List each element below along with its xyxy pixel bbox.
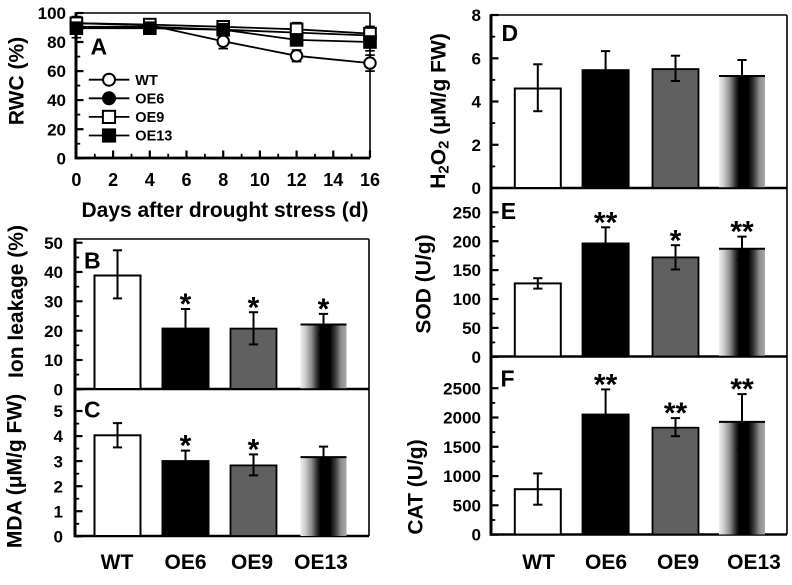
svg-text:OE9: OE9 bbox=[231, 551, 273, 574]
svg-text:2: 2 bbox=[108, 170, 118, 190]
svg-text:0: 0 bbox=[71, 170, 81, 190]
svg-text:MDA (μM/g FW): MDA (μM/g FW) bbox=[4, 394, 27, 548]
svg-text:1: 1 bbox=[54, 502, 63, 521]
svg-text:H2O2 (μM/g FW): H2O2 (μM/g FW) bbox=[427, 33, 452, 189]
svg-text:10: 10 bbox=[44, 351, 63, 370]
svg-text:16: 16 bbox=[360, 170, 380, 190]
svg-text:4: 4 bbox=[145, 170, 155, 190]
svg-text:1500: 1500 bbox=[443, 438, 481, 457]
svg-text:*: * bbox=[248, 291, 260, 324]
svg-text:OE6: OE6 bbox=[135, 92, 164, 108]
svg-text:E: E bbox=[501, 198, 516, 224]
svg-text:*: * bbox=[248, 434, 260, 467]
svg-text:3: 3 bbox=[54, 452, 63, 471]
svg-text:D: D bbox=[502, 20, 519, 46]
svg-text:0: 0 bbox=[57, 149, 66, 168]
svg-text:5: 5 bbox=[54, 402, 63, 421]
svg-text:40: 40 bbox=[44, 263, 63, 282]
svg-text:20: 20 bbox=[47, 120, 66, 139]
svg-text:14: 14 bbox=[323, 170, 343, 190]
svg-text:20: 20 bbox=[44, 322, 63, 341]
svg-text:250: 250 bbox=[453, 203, 481, 222]
svg-text:*: * bbox=[670, 224, 682, 257]
svg-text:OE13: OE13 bbox=[294, 551, 348, 574]
svg-text:30: 30 bbox=[44, 293, 63, 312]
svg-text:60: 60 bbox=[47, 62, 66, 81]
svg-text:OE13: OE13 bbox=[727, 551, 781, 574]
svg-text:500: 500 bbox=[453, 496, 481, 515]
svg-text:2000: 2000 bbox=[443, 409, 481, 428]
svg-text:100: 100 bbox=[453, 290, 481, 309]
svg-text:OE9: OE9 bbox=[657, 551, 699, 574]
svg-text:RWC (%): RWC (%) bbox=[6, 37, 29, 125]
svg-text:1000: 1000 bbox=[443, 467, 481, 486]
svg-text:6: 6 bbox=[472, 49, 481, 68]
svg-text:OE9: OE9 bbox=[135, 110, 164, 126]
svg-text:**: ** bbox=[730, 373, 754, 406]
svg-text:A: A bbox=[91, 34, 108, 60]
svg-text:*: * bbox=[180, 430, 192, 463]
svg-text:OE6: OE6 bbox=[585, 551, 627, 574]
svg-text:C: C bbox=[84, 397, 101, 423]
svg-text:WT: WT bbox=[135, 73, 158, 89]
svg-text:**: ** bbox=[594, 369, 618, 402]
svg-text:2500: 2500 bbox=[443, 379, 481, 398]
svg-text:CAT (U/g): CAT (U/g) bbox=[405, 439, 428, 534]
svg-text:SOD (U/g): SOD (U/g) bbox=[413, 234, 436, 333]
svg-text:WT: WT bbox=[101, 551, 134, 574]
svg-text:4: 4 bbox=[472, 93, 482, 112]
svg-text:80: 80 bbox=[47, 33, 66, 52]
svg-text:0: 0 bbox=[472, 179, 481, 198]
svg-text:150: 150 bbox=[453, 261, 481, 280]
svg-text:4: 4 bbox=[54, 427, 64, 446]
svg-text:50: 50 bbox=[44, 234, 63, 253]
svg-text:10: 10 bbox=[250, 170, 270, 190]
svg-text:*: * bbox=[318, 293, 330, 326]
svg-text:8: 8 bbox=[218, 170, 228, 190]
svg-text:6: 6 bbox=[181, 170, 191, 190]
svg-text:50: 50 bbox=[462, 319, 481, 338]
svg-text:*: * bbox=[180, 288, 192, 321]
svg-text:F: F bbox=[501, 365, 515, 391]
svg-text:2: 2 bbox=[54, 477, 63, 496]
svg-text:B: B bbox=[84, 248, 101, 274]
svg-text:**: ** bbox=[664, 397, 688, 430]
svg-text:Ion leakage (%): Ion leakage (%) bbox=[5, 225, 28, 378]
svg-text:200: 200 bbox=[453, 232, 481, 251]
svg-text:Days after drought stress (d): Days after drought stress (d) bbox=[81, 199, 368, 222]
svg-text:0: 0 bbox=[472, 348, 481, 367]
svg-text:OE13: OE13 bbox=[135, 129, 172, 145]
svg-text:8: 8 bbox=[472, 6, 481, 25]
svg-text:100: 100 bbox=[38, 4, 66, 23]
svg-text:OE6: OE6 bbox=[164, 551, 206, 574]
svg-text:12: 12 bbox=[287, 170, 307, 190]
svg-text:0: 0 bbox=[472, 526, 481, 545]
svg-text:0: 0 bbox=[54, 527, 63, 546]
svg-text:0: 0 bbox=[54, 380, 63, 399]
svg-text:**: ** bbox=[594, 206, 618, 239]
svg-text:**: ** bbox=[730, 216, 754, 249]
svg-text:40: 40 bbox=[47, 91, 66, 110]
svg-text:2: 2 bbox=[472, 136, 481, 155]
svg-text:WT: WT bbox=[522, 551, 555, 574]
